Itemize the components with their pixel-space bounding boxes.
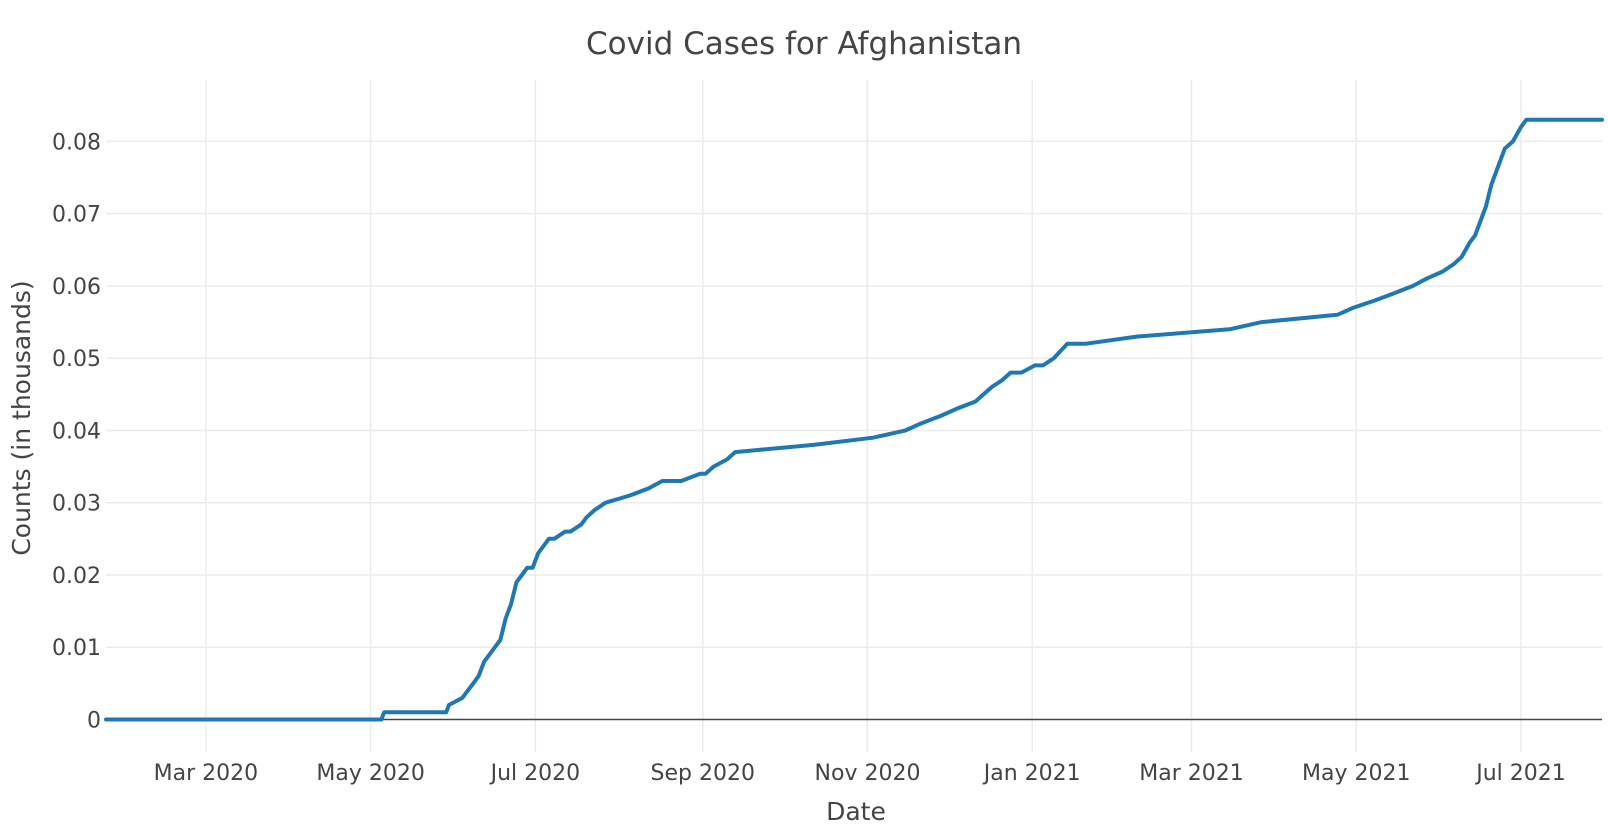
x-tick-label: Mar 2021 xyxy=(1139,761,1244,786)
x-tick-label: Jan 2021 xyxy=(982,761,1081,786)
y-tick-label: 0.02 xyxy=(52,564,101,589)
y-tick-label: 0 xyxy=(87,708,101,733)
x-tick-label: Jul 2020 xyxy=(489,761,581,786)
x-tick-label: May 2021 xyxy=(1302,761,1410,786)
y-tick-labels: 0 0.01 0.02 0.03 0.04 0.05 0.06 0.07 0.08 xyxy=(52,130,101,733)
x-gridlines xyxy=(205,80,1522,752)
x-tick-label: Sep 2020 xyxy=(651,761,755,786)
x-tick-label: Jul 2021 xyxy=(1474,761,1566,786)
y-tick-label: 0.08 xyxy=(52,130,101,155)
y-tick-label: 0.01 xyxy=(52,636,101,661)
chart-title: Covid Cases for Afghanistan xyxy=(586,26,1022,62)
y-axis-title: Counts (in thousands) xyxy=(7,280,36,555)
y-tick-label: 0.04 xyxy=(52,419,101,444)
y-gridlines xyxy=(106,140,1602,648)
y-tick-label: 0.06 xyxy=(52,275,101,300)
cases-line xyxy=(104,117,1604,722)
y-tick-label: 0.03 xyxy=(52,492,101,517)
x-tick-label: May 2020 xyxy=(316,761,424,786)
x-axis-title: Date xyxy=(826,797,886,826)
x-tick-label: Mar 2020 xyxy=(154,761,259,786)
x-tick-labels: Mar 2020 May 2020 Jul 2020 Sep 2020 Nov 2020… xyxy=(154,761,1566,786)
y-tick-label: 0.07 xyxy=(52,203,101,228)
x-tick-label: Nov 2020 xyxy=(815,761,921,786)
y-tick-label: 0.05 xyxy=(52,347,101,372)
